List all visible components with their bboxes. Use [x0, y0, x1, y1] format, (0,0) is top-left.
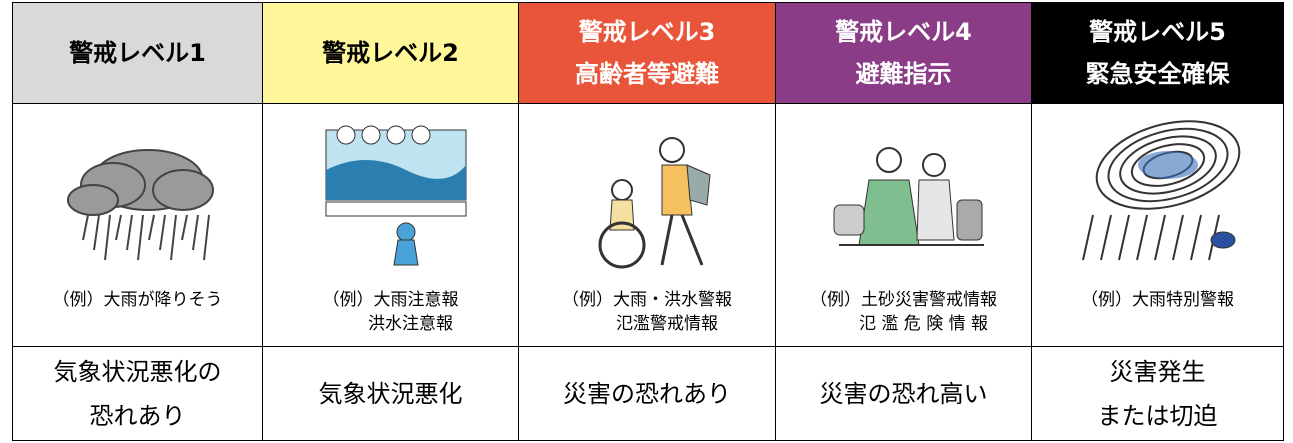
example-line: （例）大雨・洪水警報	[562, 290, 732, 310]
example-line: （例）大雨特別警報	[1081, 290, 1234, 310]
action-title: 高齢者等避難	[575, 60, 719, 88]
illustration-cell: （例）大雨・洪水警報氾濫警戒情報	[518, 103, 776, 347]
status-line: 恐れあり	[89, 401, 186, 430]
illustration	[833, 147, 984, 246]
example-caption: （例）大雨が降りそう	[13, 288, 262, 312]
level-title: 警戒レベル3	[578, 18, 716, 46]
example-caption: （例）大雨・洪水警報氾濫警戒情報	[519, 288, 775, 336]
illustration-cell: （例）大雨が降りそう	[12, 103, 263, 347]
action-title: 緊急安全確保	[1085, 60, 1230, 88]
status-line: 災害の恐れあり	[563, 379, 731, 408]
level-title: 警戒レベル2	[322, 39, 459, 67]
example-caption: （例）大雨特別警報	[1032, 288, 1283, 312]
status-cell: 気象状況悪化の 恐れあり	[12, 346, 263, 441]
example-line: （例）土砂災害警戒情報	[810, 290, 997, 310]
illustration	[1081, 120, 1240, 261]
status-cell: 災害発生 または切迫	[1031, 346, 1284, 441]
example-line: 氾濫警戒情報	[616, 314, 718, 334]
header-cell: 警戒レベル3 高齢者等避難	[518, 2, 776, 104]
illustration	[598, 137, 711, 269]
illustration	[325, 125, 466, 266]
illustration-cell: （例）大雨特別警報	[1031, 103, 1284, 347]
level-title: 警戒レベル1	[69, 39, 206, 67]
status-line: 災害発生	[1109, 357, 1206, 386]
example-line: （例）大雨注意報	[322, 290, 459, 310]
status-line: 気象状況悪化の	[53, 357, 222, 386]
status-line: 災害の恐れ高い	[819, 379, 988, 408]
action-title: 避難指示	[855, 60, 952, 88]
header-cell: 警戒レベル1	[12, 2, 263, 104]
illustration-cell: （例）土砂災害警戒情報氾 濫 危 険 情 報	[775, 103, 1032, 347]
status-line: または切迫	[1097, 401, 1218, 430]
header-cell: 警戒レベル4 避難指示	[775, 2, 1032, 104]
example-caption: （例）土砂災害警戒情報氾 濫 危 険 情 報	[776, 288, 1031, 336]
header-cell: 警戒レベル2	[262, 2, 519, 104]
header-cell: 警戒レベル5 緊急安全確保	[1031, 2, 1284, 104]
status-cell: 災害の恐れ高い	[775, 346, 1032, 441]
level-title: 警戒レベル4	[835, 18, 972, 46]
illustration-cell: （例）大雨注意報洪水注意報	[262, 103, 519, 347]
status-cell: 災害の恐れあり	[518, 346, 776, 441]
status-cell: 気象状況悪化	[262, 346, 519, 441]
example-line: （例）大雨が降りそう	[52, 290, 223, 310]
example-line: 氾 濫 危 険 情 報	[858, 314, 989, 334]
status-line: 気象状況悪化	[318, 379, 463, 408]
illustration	[66, 149, 214, 261]
example-caption: （例）大雨注意報洪水注意報	[263, 288, 518, 336]
level-title: 警戒レベル5	[1089, 18, 1226, 46]
example-line: 洪水注意報	[368, 314, 453, 334]
